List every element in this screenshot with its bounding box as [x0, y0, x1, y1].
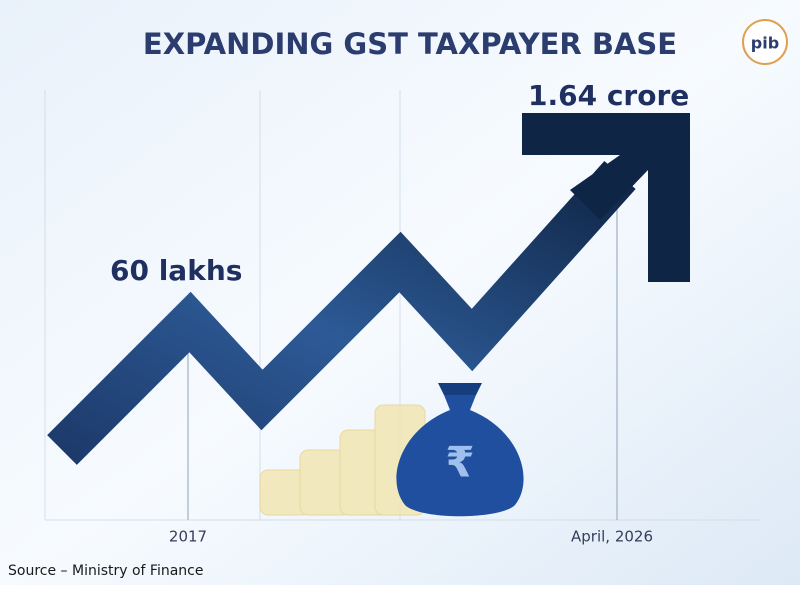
bag-symbol: ₹	[445, 438, 474, 487]
logo	[742, 19, 788, 65]
date-label: 2017	[169, 528, 207, 546]
money-bag: ₹	[396, 383, 524, 517]
date-label: April, 2026	[571, 528, 653, 546]
point-label: 1.64 crore	[528, 79, 689, 112]
arrow-head	[522, 113, 690, 282]
grid	[44, 90, 760, 521]
trend-arrow	[47, 160, 636, 465]
source: Source – Ministry of Finance	[8, 563, 204, 579]
logo-text: pib	[751, 34, 779, 53]
title: EXPANDING GST TAXPAYER BASE	[143, 27, 677, 61]
point-label: 60 lakhs	[110, 254, 242, 287]
